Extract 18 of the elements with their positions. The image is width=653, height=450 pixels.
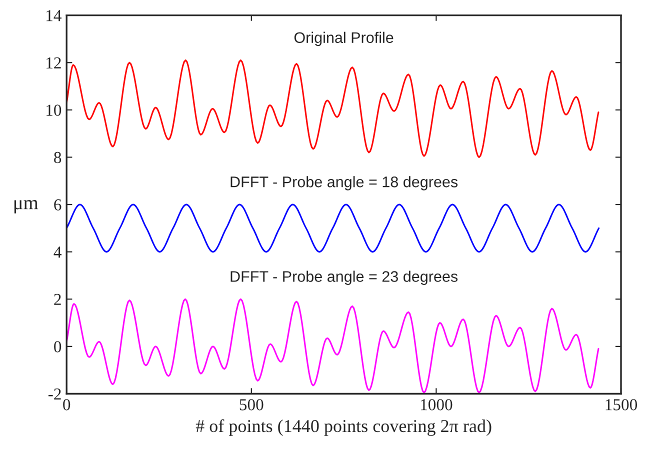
x-tick-label: 500 bbox=[240, 399, 264, 410]
y-tick-label: 10 bbox=[46, 104, 62, 116]
y-axis-title: μm bbox=[14, 200, 38, 214]
y-tick-label: 2 bbox=[54, 294, 61, 305]
y-tick-label: 0 bbox=[54, 341, 62, 352]
y-tick-label: 14 bbox=[46, 10, 62, 22]
y-tick-label: 6 bbox=[54, 199, 62, 210]
series-label: DFFT - Probe angle = 18 degrees bbox=[230, 176, 458, 190]
x-axis-title: # of points (1440 points covering 2π rad) bbox=[196, 419, 492, 436]
series-label: Original Profile bbox=[294, 32, 394, 46]
y-tick-label: -2 bbox=[48, 388, 61, 400]
y-tick-label: 8 bbox=[54, 152, 62, 164]
series-label: DFFT - Probe angle = 23 degrees bbox=[230, 270, 458, 285]
x-tick-label: 1500 bbox=[606, 399, 638, 410]
x-tick-label: 0 bbox=[63, 399, 70, 410]
y-tick-label: 12 bbox=[46, 57, 61, 68]
x-tick-label: 1000 bbox=[421, 399, 452, 410]
y-tick-label: 4 bbox=[54, 246, 62, 258]
